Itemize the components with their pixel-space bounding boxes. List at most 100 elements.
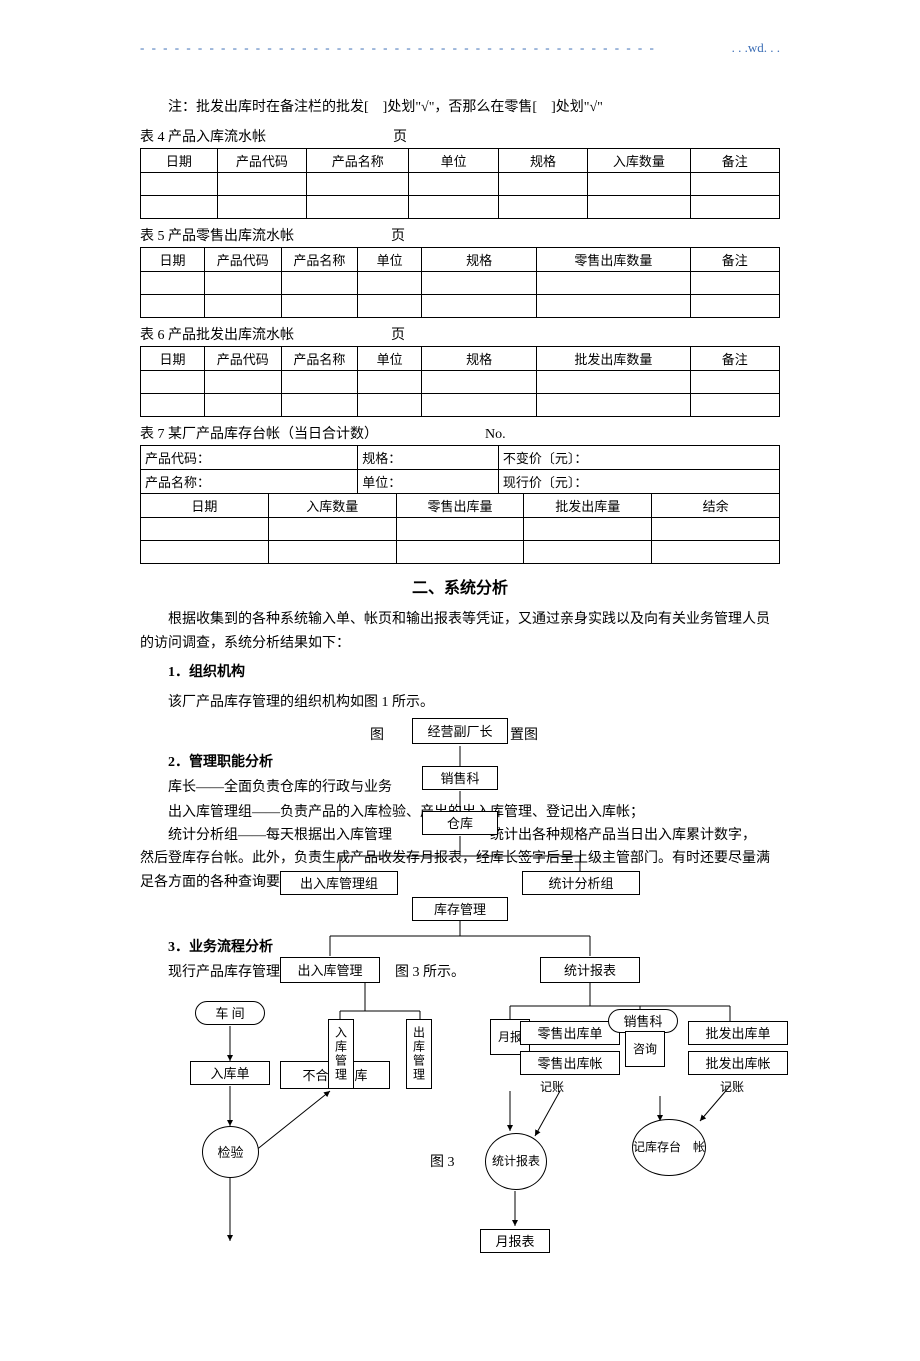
th: 结余 [652, 493, 780, 517]
table6: 日期 产品代码 产品名称 单位 规格 批发出库数量 备注 [140, 346, 780, 417]
h-func: 2．管理职能分析 [168, 751, 273, 771]
flow-month-report: 月报表 [480, 1229, 550, 1253]
th: 备注 [690, 247, 780, 271]
flow-inspect: 检验 [202, 1126, 259, 1178]
cell: 规格： [358, 445, 499, 469]
flow-retail-book: 零售出库帐 [520, 1051, 620, 1075]
table-row [141, 195, 780, 218]
p-org: 该厂产品库存管理的组织机构如图 1 所示。 [140, 691, 780, 715]
th: 备注 [690, 148, 780, 172]
table4-caption-suffix: 页 [393, 130, 407, 145]
cell: 单位： [358, 469, 499, 493]
table-row [141, 172, 780, 195]
fig3-label: 图 3 [430, 1151, 455, 1171]
th: 规格 [422, 247, 537, 271]
table4-caption-prefix: 表 4 产品入库流水帐 [140, 130, 266, 145]
section2-intro: 根据收集到的各种系统输入单、帐页和输出报表等凭证，又通过亲身实践以及向有关业务管… [140, 608, 780, 656]
th: 日期 [141, 346, 205, 370]
cell: 不变价〔元〕： [498, 445, 779, 469]
diagram-area: 图 置图 2．管理职能分析 库长——全面负责仓库的行政与业务 出入库管理组——负… [140, 721, 780, 1321]
th: 产品代码 [204, 346, 281, 370]
th: 产品名称 [307, 148, 409, 172]
flow-ledger: 记库存台 帐 [632, 1119, 706, 1176]
fig1-left: 图 [370, 724, 384, 744]
flow-in-mgmt: 入库管理 [328, 1019, 354, 1089]
p2a: 库长——全面负责仓库的行政与业务 [168, 776, 392, 796]
th: 日期 [141, 148, 218, 172]
th: 备注 [690, 346, 780, 370]
table4: 日期 产品代码 产品名称 单位 规格 入库数量 备注 [140, 148, 780, 219]
note-line: 注：批发出库时在备注栏的批发[ ]处划"√"，否那么在零售[ ]处划"√" [140, 96, 780, 120]
th: 单位 [358, 247, 422, 271]
org-inv: 库存管理 [412, 897, 508, 921]
table7-caption-suffix: No. [485, 427, 506, 442]
h-flow: 3．业务流程分析 [168, 936, 273, 956]
cell: 产品代码： [141, 445, 358, 469]
flow-query: 咨询 [625, 1031, 665, 1067]
cell: 现行价〔元〕： [498, 469, 779, 493]
table5-caption: 表 5 产品零售出库流水帐 页 [140, 225, 780, 245]
th: 批发出库量 [524, 493, 652, 517]
th: 入库数量 [268, 493, 396, 517]
table6-caption-suffix: 页 [391, 328, 405, 343]
p2d: 然后登库存台帐。此外，负责生成产品收发存月报表，经库长签字后呈上级主管部门。有时… [140, 847, 780, 895]
th: 批发出库数量 [537, 346, 690, 370]
p2c-b: 统计出各种规格产品当日出入库累计数字， [490, 824, 756, 844]
flow-post1: 记账 [540, 1078, 564, 1095]
table7-caption-prefix: 表 7 某厂产品库存台帐（当日合计数） [140, 427, 378, 442]
table-row [141, 517, 780, 540]
table7-caption: 表 7 某厂产品库存台帐（当日合计数） No. [140, 423, 780, 443]
table7: 产品代码： 规格： 不变价〔元〕： 产品名称： 单位： 现行价〔元〕： [140, 445, 780, 494]
flow-post2: 记账 [720, 1078, 744, 1095]
flow-wholesale-book: 批发出库帐 [688, 1051, 788, 1075]
table-row [141, 294, 780, 317]
th: 规格 [498, 148, 587, 172]
org-stat-rep: 统计报表 [540, 957, 640, 983]
th: 零售出库数量 [537, 247, 690, 271]
h-org: 1．组织机构 [140, 661, 780, 685]
org-vp: 经营副厂长 [412, 718, 508, 744]
table5-caption-suffix: 页 [391, 229, 405, 244]
table6-caption: 表 6 产品批发出库流水帐 页 [140, 324, 780, 344]
flow-stat-report: 统计报表 [485, 1133, 547, 1190]
org-sales: 销售科 [422, 766, 498, 790]
table4-caption: 表 4 产品入库流水帐 页 [140, 126, 780, 146]
table-row [141, 370, 780, 393]
table5-caption-prefix: 表 5 产品零售出库流水帐 [140, 229, 294, 244]
fig1-right: 置图 [510, 724, 538, 744]
th: 产品名称 [281, 247, 358, 271]
p3b: 图 3 所示。 [395, 961, 465, 981]
p2b: 出入库管理组——负责产品的入库检验、产出的出入库管理、登记出入库帐； [168, 801, 644, 821]
flow-sales: 销售科 [608, 1009, 678, 1033]
table5: 日期 产品代码 产品名称 单位 规格 零售出库数量 备注 [140, 247, 780, 318]
th: 规格 [422, 346, 537, 370]
flow-workshop: 车 间 [195, 1001, 265, 1025]
th: 入库数量 [588, 148, 690, 172]
th: 产品代码 [204, 247, 281, 271]
org-io-mgmt: 出入库管理 [280, 957, 380, 983]
org-io: 出入库管理组 [280, 871, 398, 895]
section2-title: 二、系统分析 [140, 574, 780, 598]
org-warehouse: 仓库 [422, 811, 498, 835]
header-right: . . .wd. . . [732, 40, 780, 55]
table6-caption-prefix: 表 6 产品批发出库流水帐 [140, 328, 294, 343]
org-stat: 统计分析组 [522, 871, 640, 895]
th: 日期 [141, 493, 269, 517]
flow-wholesale-slip: 批发出库单 [688, 1021, 788, 1045]
table-row [141, 271, 780, 294]
table7b: 日期 入库数量 零售出库量 批发出库量 结余 [140, 493, 780, 564]
th: 日期 [141, 247, 205, 271]
flow-out-mgmt: 出库管理 [406, 1019, 432, 1089]
cell: 产品名称： [141, 469, 358, 493]
table-row [141, 393, 780, 416]
flow-retail-slip: 零售出库单 [520, 1021, 620, 1045]
th: 单位 [409, 148, 498, 172]
p2c-a: 统计分析组——每天根据出入库管理 [168, 824, 392, 844]
table-row [141, 540, 780, 563]
th: 单位 [358, 346, 422, 370]
page-header: . . .wd. . . [140, 40, 780, 56]
th: 产品名称 [281, 346, 358, 370]
th: 产品代码 [217, 148, 306, 172]
th: 零售出库量 [396, 493, 524, 517]
flow-inbound-slip: 入库单 [190, 1061, 270, 1085]
